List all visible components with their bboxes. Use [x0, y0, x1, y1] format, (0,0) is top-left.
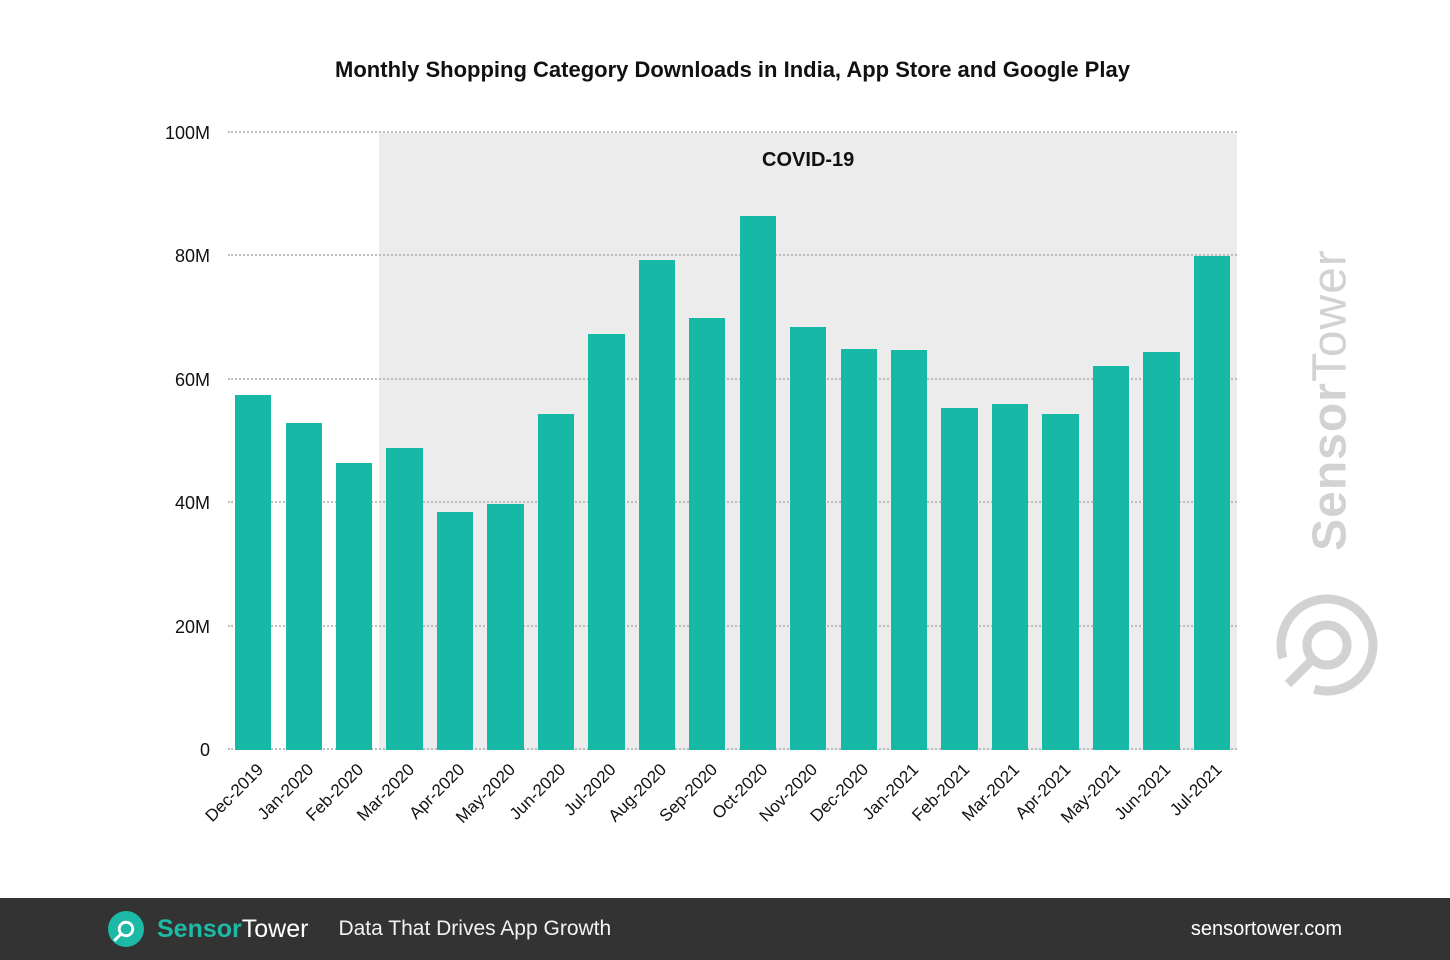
bar-Apr-2021	[1042, 413, 1079, 750]
footer-tagline: Data That Drives App Growth	[338, 917, 612, 940]
x-tick-label: Dec-2019	[201, 760, 267, 826]
bar-slot	[682, 133, 732, 750]
bars	[228, 133, 1237, 750]
footer: SensorTower Data That Drives App Growth …	[0, 898, 1450, 960]
bar-Jan-2021	[890, 350, 928, 750]
bar-slot	[480, 133, 530, 750]
gridline-40M	[228, 501, 1237, 504]
plot-area: COVID-19	[228, 131, 1237, 750]
y-axis: 0 20M 40M 60M 80M 100M	[118, 124, 210, 759]
bar-Feb-2020	[335, 463, 373, 750]
bar-slot	[1035, 133, 1085, 750]
bar-Apr-2020	[436, 512, 474, 750]
bar-slot	[228, 133, 278, 750]
bar-slot	[581, 133, 631, 750]
gridline-100M	[228, 131, 1237, 133]
watermark-text-tower: Tower	[1303, 249, 1357, 383]
chart-title: Monthly Shopping Category Downloads in I…	[335, 57, 1130, 82]
bar-slot	[632, 133, 682, 750]
y-tick-label: 100M	[164, 123, 210, 143]
footer-brand: SensorTower	[157, 914, 309, 943]
bar-Mar-2020	[386, 447, 423, 750]
gridline-60M	[228, 377, 1237, 380]
watermark-text-sensor: Sensor	[1303, 382, 1357, 551]
bar-slot	[783, 133, 833, 750]
footer-brand-tower: Tower	[241, 914, 309, 943]
x-tick-label: Jul-2021	[1165, 760, 1226, 820]
x-axis: Dec-2019 Jan-2020 Feb-2020 Mar-2020 Apr-2020…	[201, 760, 1237, 890]
bar-slot	[1136, 133, 1186, 750]
footer-brand-sensor: Sensor	[157, 914, 242, 943]
bar-Jun-2020	[537, 413, 575, 750]
y-tick-label: 80M	[174, 246, 210, 267]
footer-website: sensortower.com	[1190, 917, 1342, 940]
sensortower-logo-icon	[108, 911, 144, 947]
bar-Oct-2020	[739, 216, 776, 750]
bar-slot	[531, 133, 581, 750]
watermark-text: SensorTower	[1303, 249, 1358, 551]
bar-Mar-2021	[991, 404, 1029, 750]
bar-slot	[985, 133, 1035, 750]
covid-annotation: COVID-19	[762, 149, 855, 171]
bar-Jun-2021	[1143, 352, 1180, 750]
bar-slot	[934, 133, 984, 750]
bar-slot	[329, 133, 379, 750]
sensortower-logo-watermark	[1276, 594, 1378, 696]
y-tick-label: 40M	[174, 493, 210, 514]
bar-slot	[884, 133, 934, 750]
bar-slot	[833, 133, 883, 750]
bar-slot	[278, 133, 328, 750]
y-tick-label: 60M	[174, 369, 210, 390]
gridlines	[228, 131, 1237, 750]
bar-Nov-2020	[790, 327, 827, 750]
bar-Aug-2020	[638, 259, 675, 750]
bar-Dec-2019	[235, 395, 272, 750]
y-tick-label: 20M	[174, 616, 210, 637]
gridline-0	[228, 748, 1237, 750]
bar-slot	[1086, 133, 1136, 750]
bar-Jul-2020	[588, 333, 625, 750]
bar-Jul-2021	[1193, 256, 1230, 750]
bar-May-2020	[487, 504, 524, 750]
gridline-80M	[228, 254, 1237, 257]
bar-Feb-2021	[941, 407, 978, 750]
bar-Dec-2020	[840, 348, 877, 750]
bar-slot	[1187, 133, 1237, 750]
bar-slot	[379, 133, 429, 750]
bar-slot	[430, 133, 480, 750]
bar-Jan-2020	[285, 423, 322, 750]
bar-Sep-2020	[689, 318, 726, 750]
bar-May-2021	[1092, 365, 1130, 750]
footer-brand-group: SensorTower Data That Drives App Growth	[108, 911, 611, 947]
bar-slot	[733, 133, 783, 750]
y-tick-label: 0	[199, 740, 210, 760]
gridline-20M	[228, 624, 1237, 627]
